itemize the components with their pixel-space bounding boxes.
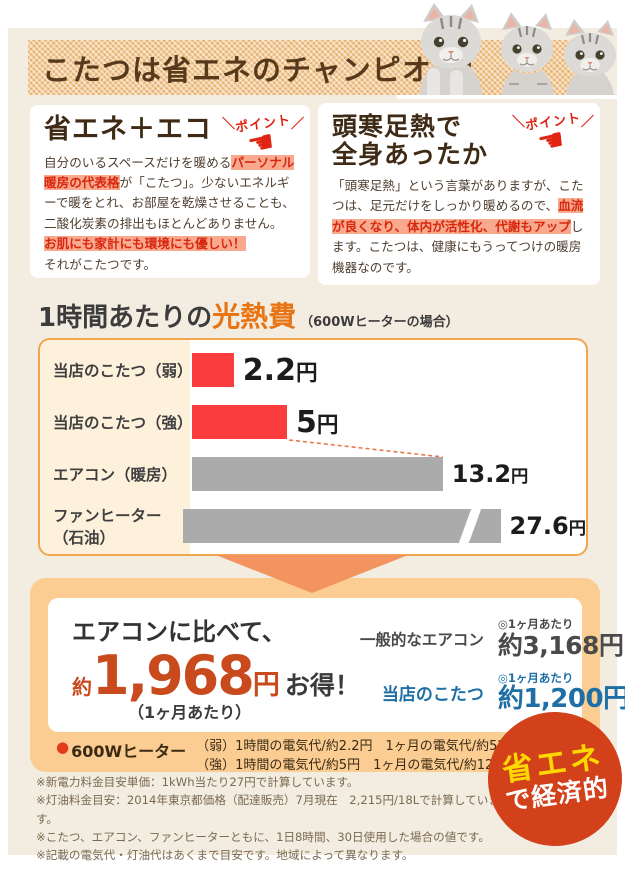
savings-left: エアコンに比べて、 約 1,968 円 お得！ （1ヶ月あたり） xyxy=(72,608,360,724)
card-warm-body: 「頭寒足熱」という言葉がありますが、こたつは、足元だけをしっかり暖めるので、血流… xyxy=(332,176,586,278)
bar-value: 2.2円 xyxy=(243,353,318,388)
bar-fan-heater xyxy=(182,506,501,546)
bar-value-unit: 円 xyxy=(316,412,339,438)
cost-bar-chart: 当店のこたつ（弱） 2.2円 当店のこたつ（強） 5円 エアコン（暖房） 13.… xyxy=(38,338,588,556)
bar-value: 5円 xyxy=(296,405,338,440)
footnote: ※灯油料金目安：2014年東京都価格（配達販売）7月現在 2,215円/18Lで… xyxy=(36,793,500,826)
bar-value: 27.6円 xyxy=(510,512,586,540)
body-text: します。こたつは、健康にもうってつけの暖房機器なのです。 xyxy=(332,218,584,275)
per-month-note: ◎1ヶ月あたり xyxy=(497,617,574,632)
body-paragraph: 自分のいるスペースだけを暖めるパーソナル暖房の代表格が「こたつ」。少ないエネルギ… xyxy=(44,153,296,235)
chart-row-kotatsu-high: 当店のこたつ（強） 5円 xyxy=(40,396,586,448)
monthly-cost: 約1,200円 xyxy=(497,684,625,715)
comparison-value-block: ◎1ヶ月あたり 約1,200円 xyxy=(497,670,625,715)
body-paragraph: それがこたつです。 xyxy=(44,255,296,275)
savings-panel: エアコンに比べて、 約 1,968 円 お得！ （1ヶ月あたり） 一般的なエアコ… xyxy=(30,578,625,773)
comparison-value-block: ◎1ヶ月あたり 約3,168円 xyxy=(497,617,625,660)
heater-note-lines: （弱）1時間の電気代/約2.2円 1ヶ月の電気代/約528円 （強）1時間の電気… xyxy=(196,738,527,776)
bar-kotatsu-high xyxy=(192,405,287,439)
bar-value-number: 27.6 xyxy=(509,512,569,540)
monthly-cost: 約3,168円 xyxy=(497,630,624,660)
savings-amount-row: 約 1,968 円 お得！ xyxy=(72,649,360,703)
body-text: が「こたつ」。少ないエネルギーで暖をとれ、お部屋を乾燥させることも、二酸化炭素の… xyxy=(44,175,295,231)
chart-title-note: （600Wヒーターの場合） xyxy=(300,315,459,330)
bar-label: 当店のこたつ（弱） xyxy=(53,362,193,380)
bar-value-unit: 円 xyxy=(295,360,318,386)
point-mark: ＼ポイント／ ☚ xyxy=(222,113,304,163)
chart-title-accent: 光熱費 xyxy=(212,300,297,333)
card-warm-title-line2: 全身あったか xyxy=(332,139,489,169)
point-mark: ＼ポイント／ ☚ xyxy=(512,111,594,161)
card-energy-saving-title: 省エネ＋エコ xyxy=(44,114,212,145)
kittens-photo xyxy=(397,3,623,99)
heater-note-title: 600Wヒーター xyxy=(71,742,187,761)
page-title: こたつは省エネのチャンピオン！ xyxy=(42,52,492,87)
body-text: 「頭寒足熱」という言葉がありますが、こたつは、足元だけをしっかり暖めるので、 xyxy=(332,178,584,214)
bar-value-number: 5 xyxy=(296,404,317,440)
per-month-note: ◎1ヶ月あたり xyxy=(497,670,574,685)
footnote: ※新電力料金目安単価：1kWh当たり27円で計算しています。 xyxy=(36,775,359,789)
comparison-label: 一般的なエアコン xyxy=(359,630,484,649)
bullet-icon: ● xyxy=(56,738,70,756)
chart-row-aircon: エアコン（暖房） 13.2円 xyxy=(40,448,586,500)
comparison-row-kotatsu: 当店のこたつ ◎1ヶ月あたり 約1,200円 xyxy=(360,670,625,715)
heater-note-line1: （弱）1時間の電気代/約2.2円 1ヶ月の電気代/約528円 xyxy=(196,739,527,754)
kitten-left xyxy=(419,3,483,99)
card-head-cool-feet-warm: 頭寒足熱で 全身あったか ＼ポイント／ ☚ 「頭寒足熱」という言葉がありますが、… xyxy=(318,103,600,285)
comparison-row-aircon: 一般的なエアコン ◎1ヶ月あたり 約3,168円 xyxy=(359,617,625,660)
footnote: ※記載の電気代・灯油代はあくまで目安です。地域によって異なります。 xyxy=(36,848,414,863)
bar-label: 当店のこたつ（強） xyxy=(53,414,193,432)
highlighted-text: お肌にも家計にも環境にも優しい！ xyxy=(44,236,246,252)
down-arrow xyxy=(216,555,408,593)
bar-kotatsu-low xyxy=(192,353,234,387)
bar-value-unit: 円 xyxy=(568,519,586,539)
approx-prefix: 約 xyxy=(72,675,92,699)
yen-suffix: 円 xyxy=(252,670,280,701)
chart-row-kotatsu-low: 当店のこたつ（弱） 2.2円 xyxy=(40,344,586,396)
point-slash-left: ＼ xyxy=(222,117,236,132)
footnote: ※こたつ、エアコン、ファンヒーターともに、1日8時間、30日使用した場合の値です… xyxy=(36,829,490,844)
heater-note-line2: （強）1時間の電気代/約5円 1ヶ月の電気代/約1200円 xyxy=(196,757,523,773)
savings-highlight-box: エアコンに比べて、 約 1,968 円 お得！ （1ヶ月あたり） 一般的なエアコ… xyxy=(48,598,625,732)
point-slash-right: ／ xyxy=(581,115,595,130)
body-text: 自分のいるスペースだけを暖める xyxy=(44,154,232,170)
heater-note: ● 600Wヒーター （弱）1時間の電気代/約2.2円 1ヶ月の電気代/約528… xyxy=(56,738,527,776)
body-text: それがこたつです。 xyxy=(44,256,157,272)
chart-row-fan-heater: ファンヒーター（石油） 27.6円 xyxy=(40,500,586,552)
card-energy-saving-body: 自分のいるスペースだけを暖めるパーソナル暖房の代表格が「こたつ」。少ないエネルギ… xyxy=(44,153,296,275)
compare-intro: エアコンに比べて、 xyxy=(72,618,286,646)
card-warm-title: 頭寒足熱で 全身あったか xyxy=(332,113,586,168)
savings-amount: 1,968 xyxy=(92,644,255,707)
comparison-label: 当店のこたつ xyxy=(381,685,484,706)
bar-label: エアコン（暖房） xyxy=(53,466,178,484)
chart-heading: 1時間あたりの 光熱費 （600Wヒーターの場合） xyxy=(38,295,459,335)
body-paragraph: お肌にも家計にも環境にも優しい！ xyxy=(44,234,296,254)
savings-comparison-rows: 一般的なエアコン ◎1ヶ月あたり 約3,168円 当店のこたつ ◎1ヶ月あたり … xyxy=(360,608,625,724)
bar-value: 13.2円 xyxy=(452,460,528,488)
card-energy-saving: 省エネ＋エコ ＼ポイント／ ☚ 自分のいるスペースだけを暖めるパーソナル暖房の代… xyxy=(30,105,310,278)
bar-aircon xyxy=(192,457,443,491)
footnotes: ※新電力料金目安単価：1kWh当たり27円で計算しています。 ※灯油料金目安：2… xyxy=(36,773,506,865)
point-slash-right: ／ xyxy=(291,117,305,132)
bar-label: ファンヒーター（石油） xyxy=(53,507,162,547)
per-month-label: （1ヶ月あたり） xyxy=(128,703,252,722)
axis-break-mark xyxy=(457,506,482,546)
kitten-right xyxy=(564,19,616,99)
point-slash-left: ＼ xyxy=(512,115,526,130)
bar-value-number: 13.2 xyxy=(451,460,512,488)
otoku-label: お得！ xyxy=(284,671,360,700)
card-warm-title-line1: 頭寒足熱で xyxy=(332,112,463,141)
bar-value-unit: 円 xyxy=(511,467,529,487)
kitten-center xyxy=(501,12,555,99)
chart-label-column xyxy=(40,340,190,554)
bar-value-number: 2.2 xyxy=(242,352,296,388)
chart-title-plain: 1時間あたりの xyxy=(38,303,213,333)
body-paragraph: 「頭寒足熱」という言葉がありますが、こたつは、足元だけをしっかり暖めるので、血流… xyxy=(332,176,586,278)
